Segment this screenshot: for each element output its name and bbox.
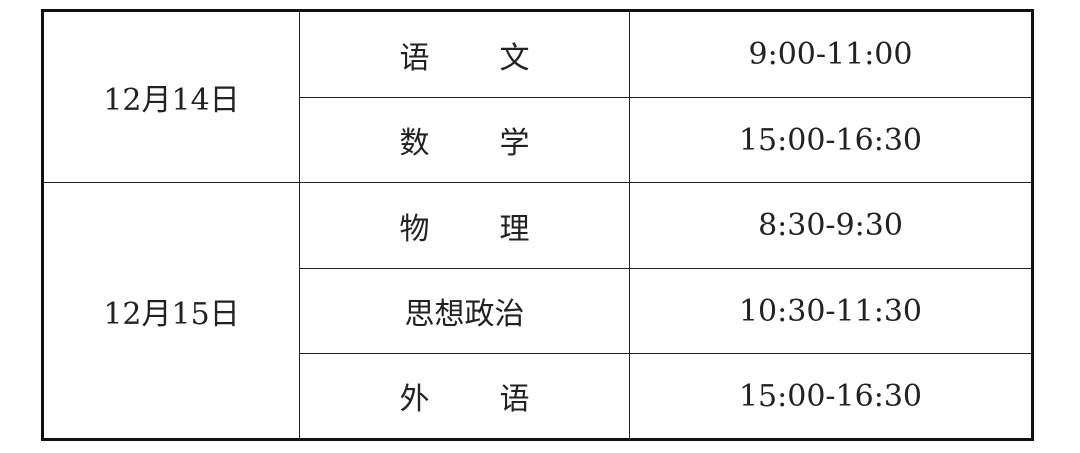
time-cell: 9:00-11:00 bbox=[748, 37, 913, 72]
time-cell: 8:30-9:30 bbox=[758, 208, 903, 243]
subject-cell: 思想政治 bbox=[404, 297, 525, 332]
subject-cell: 物理 bbox=[300, 183, 629, 268]
time-cell: 10:30-11:30 bbox=[738, 293, 923, 329]
subject-char: 文 bbox=[499, 40, 530, 76]
exam-schedule-table: 12月14日 12月15日 语文 数学 物理 思想政治 外语 9:00-11:0… bbox=[41, 9, 1034, 441]
column-divider bbox=[299, 12, 300, 438]
time-cell: 15:00-16:30 bbox=[738, 122, 923, 158]
subject-cell: 语文 bbox=[300, 12, 629, 97]
subject-char: 语 bbox=[499, 382, 530, 417]
row-divider bbox=[44, 182, 1031, 183]
date-cell: 12月15日 bbox=[103, 296, 240, 332]
row-divider bbox=[299, 353, 1031, 354]
column-divider bbox=[629, 12, 630, 438]
date-cell: 12月14日 bbox=[103, 83, 240, 118]
subject-cell: 外语 bbox=[300, 354, 629, 438]
time-cell: 15:00-16:30 bbox=[738, 378, 923, 414]
subject-char: 语 bbox=[399, 40, 430, 76]
subject-char: 外 bbox=[399, 382, 430, 417]
subject-char: 物 bbox=[399, 211, 430, 247]
subject-char: 理 bbox=[499, 211, 530, 247]
row-divider bbox=[299, 97, 1031, 98]
subject-cell: 数学 bbox=[300, 98, 629, 182]
subject-char: 数 bbox=[399, 126, 430, 161]
subject-char: 学 bbox=[499, 126, 530, 161]
row-divider bbox=[299, 268, 1031, 269]
